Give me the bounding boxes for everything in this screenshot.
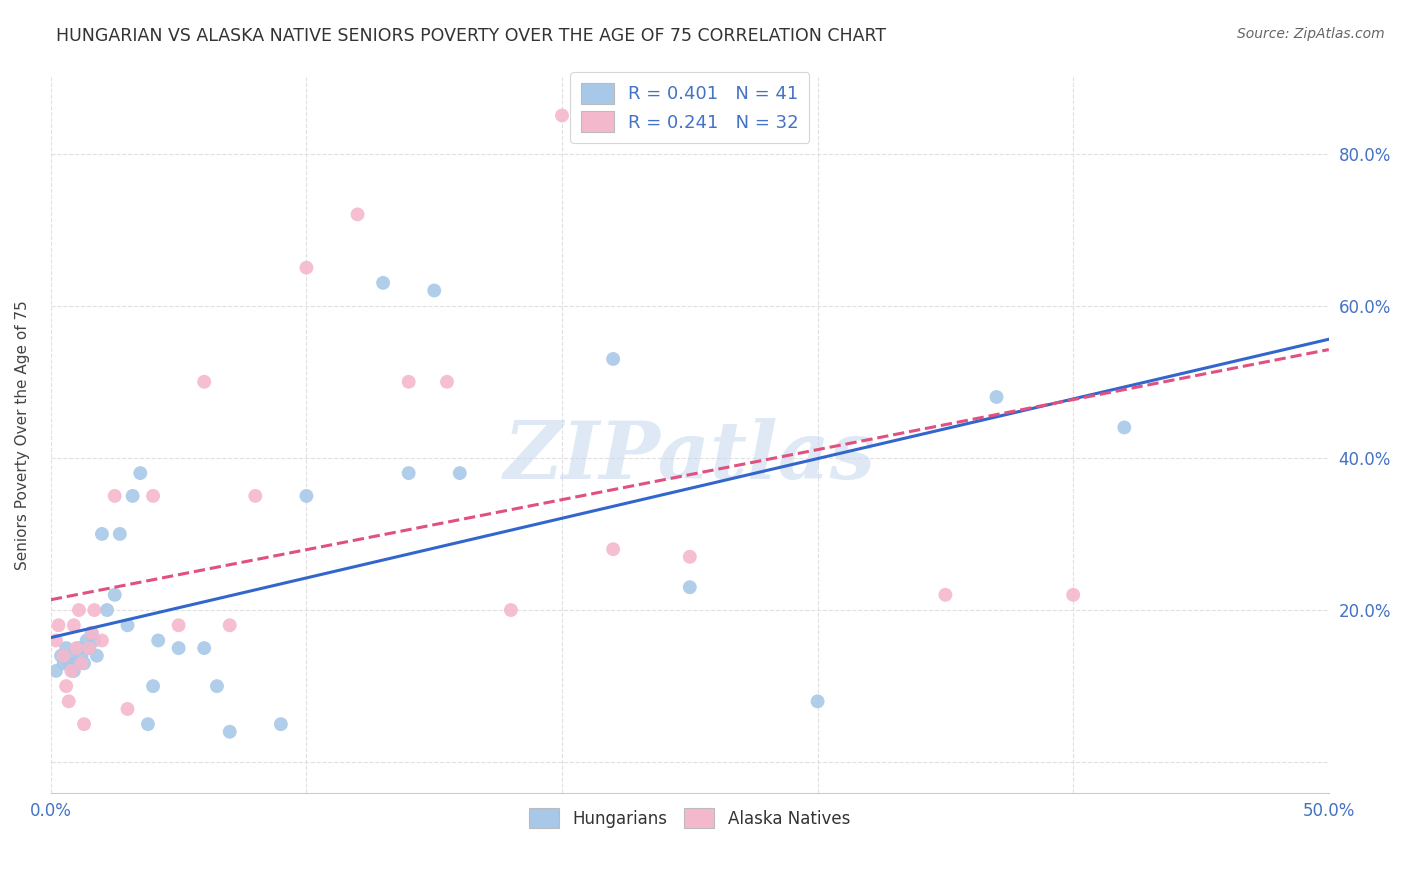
Point [423, 284, 446, 298]
Text: ZIPatlas: ZIPatlas [503, 417, 876, 495]
Y-axis label: Seniors Poverty Over the Age of 75: Seniors Poverty Over the Age of 75 [15, 301, 30, 570]
Point [1062, 588, 1084, 602]
Point [218, 724, 240, 739]
Point [346, 207, 368, 221]
Point [117, 618, 139, 632]
Point [77, 641, 100, 656]
Point [86, 648, 108, 663]
Point [129, 466, 152, 480]
Point [136, 717, 159, 731]
Point [142, 679, 165, 693]
Point [60, 648, 83, 663]
Point [63, 618, 86, 632]
Point [77, 641, 100, 656]
Point [65, 641, 87, 656]
Point [679, 549, 702, 564]
Point [551, 108, 574, 122]
Point [245, 489, 267, 503]
Text: Source: ZipAtlas.com: Source: ZipAtlas.com [1237, 27, 1385, 41]
Point [371, 276, 394, 290]
Point [205, 679, 228, 693]
Legend: Hungarians, Alaska Natives: Hungarians, Alaska Natives [523, 802, 856, 834]
Point [398, 375, 420, 389]
Text: HUNGARIAN VS ALASKA NATIVE SENIORS POVERTY OVER THE AGE OF 75 CORRELATION CHART: HUNGARIAN VS ALASKA NATIVE SENIORS POVER… [56, 27, 886, 45]
Point [602, 542, 624, 557]
Point [83, 633, 105, 648]
Point [117, 702, 139, 716]
Point [436, 375, 458, 389]
Point [270, 717, 292, 731]
Point [398, 466, 420, 480]
Point [67, 641, 90, 656]
Point [80, 625, 103, 640]
Point [55, 641, 77, 656]
Point [148, 633, 170, 648]
Point [96, 603, 118, 617]
Point [45, 664, 67, 678]
Point [142, 489, 165, 503]
Point [193, 641, 215, 656]
Point [602, 351, 624, 366]
Point [679, 580, 702, 594]
Point [76, 633, 98, 648]
Point [67, 603, 90, 617]
Point [65, 657, 87, 671]
Point [91, 633, 114, 648]
Point [45, 633, 67, 648]
Point [63, 664, 86, 678]
Point [807, 694, 830, 708]
Point [80, 625, 103, 640]
Point [295, 489, 318, 503]
Point [499, 603, 522, 617]
Point [73, 717, 96, 731]
Point [104, 489, 127, 503]
Point [108, 527, 131, 541]
Point [70, 657, 93, 671]
Point [449, 466, 471, 480]
Point [55, 679, 77, 693]
Point [83, 603, 105, 617]
Point [52, 648, 75, 663]
Point [193, 375, 215, 389]
Point [73, 657, 96, 671]
Point [1114, 420, 1136, 434]
Point [60, 664, 83, 678]
Point [104, 588, 127, 602]
Point [52, 657, 75, 671]
Point [986, 390, 1008, 404]
Point [49, 648, 72, 663]
Point [91, 527, 114, 541]
Point [48, 618, 70, 632]
Point [218, 618, 240, 632]
Point [295, 260, 318, 275]
Point [58, 657, 80, 671]
Point [121, 489, 143, 503]
Point [167, 618, 190, 632]
Point [58, 694, 80, 708]
Point [167, 641, 190, 656]
Point [70, 648, 93, 663]
Point [934, 588, 956, 602]
